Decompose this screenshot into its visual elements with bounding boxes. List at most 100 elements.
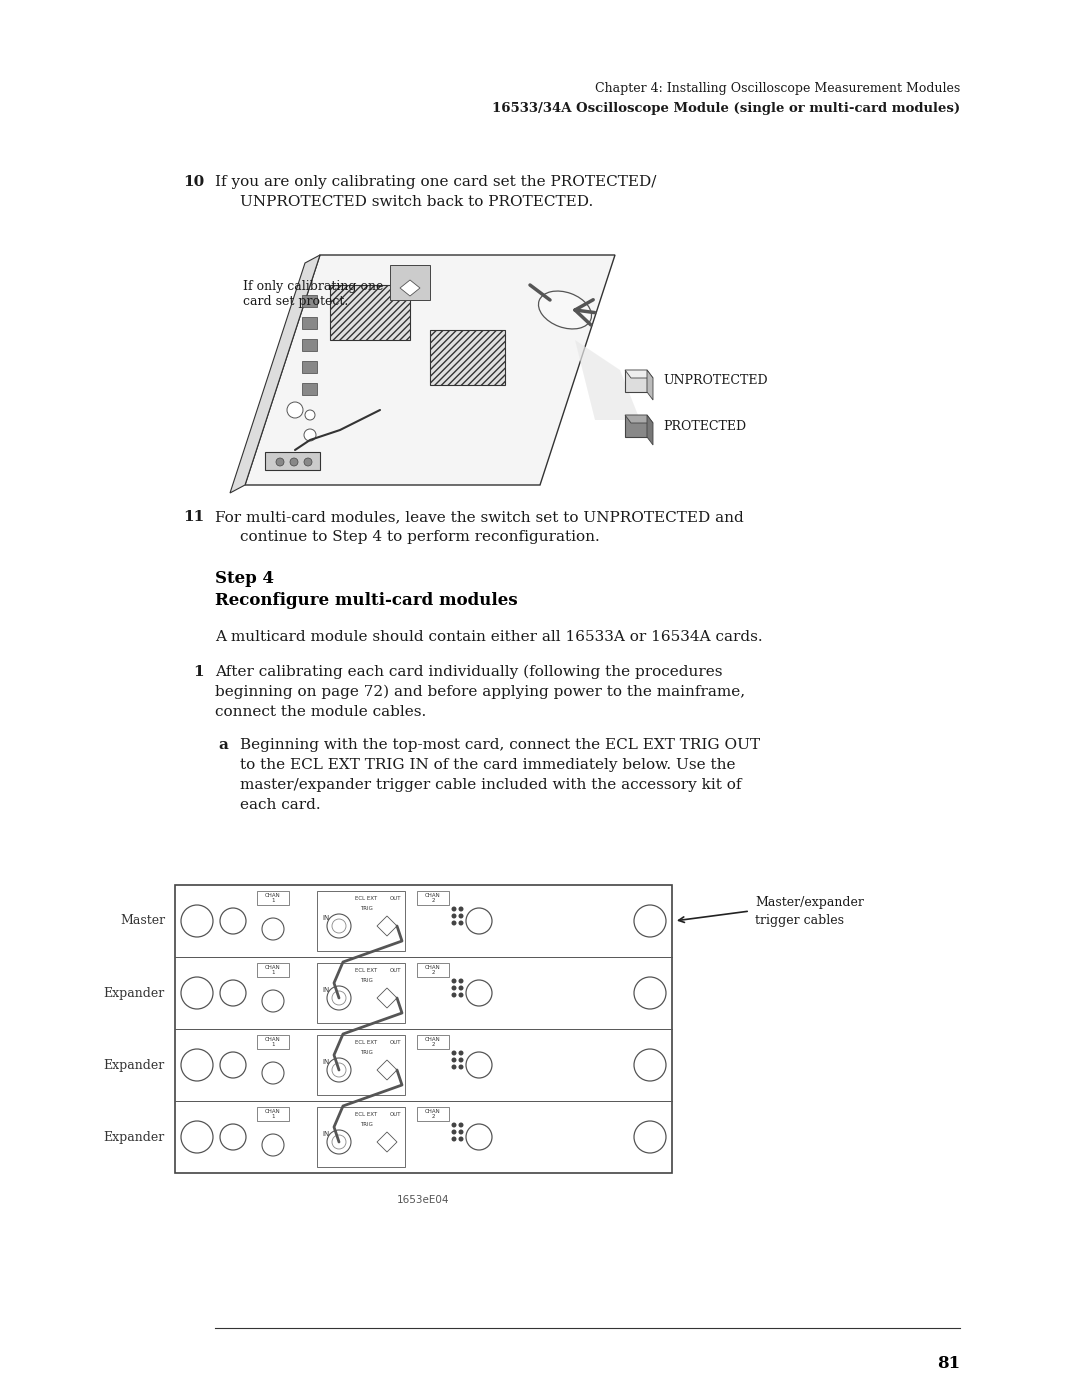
Circle shape <box>262 1134 284 1155</box>
Text: IN: IN <box>322 1132 329 1137</box>
Circle shape <box>465 981 492 1006</box>
Circle shape <box>181 1049 213 1081</box>
Text: OUT: OUT <box>389 1041 401 1045</box>
Text: CHAN
1: CHAN 1 <box>265 1109 281 1119</box>
Circle shape <box>465 1052 492 1078</box>
Text: ECL EXT: ECL EXT <box>355 1112 377 1118</box>
Text: IN: IN <box>322 1059 329 1065</box>
Polygon shape <box>377 1060 397 1080</box>
Polygon shape <box>302 317 318 330</box>
Circle shape <box>459 921 463 925</box>
Circle shape <box>459 914 463 918</box>
Polygon shape <box>377 988 397 1009</box>
Polygon shape <box>647 415 653 446</box>
Circle shape <box>634 977 666 1009</box>
Bar <box>257 1106 289 1120</box>
Circle shape <box>459 978 463 983</box>
Circle shape <box>451 1137 457 1141</box>
Circle shape <box>451 914 457 918</box>
Polygon shape <box>647 370 653 400</box>
Text: continue to Step 4 to perform reconfiguration.: continue to Step 4 to perform reconfigur… <box>240 529 599 543</box>
Circle shape <box>465 908 492 935</box>
Text: Expander: Expander <box>104 986 165 999</box>
Circle shape <box>451 1123 457 1127</box>
Bar <box>417 1106 449 1120</box>
Circle shape <box>451 1065 457 1070</box>
Text: 1: 1 <box>193 665 204 679</box>
Circle shape <box>287 402 303 418</box>
Text: TRIG: TRIG <box>360 978 373 983</box>
Polygon shape <box>377 916 397 936</box>
Circle shape <box>459 1051 463 1056</box>
Circle shape <box>451 1051 457 1056</box>
Text: CHAN
1: CHAN 1 <box>265 964 281 975</box>
Circle shape <box>459 1130 463 1134</box>
Text: TRIG: TRIG <box>360 1123 373 1127</box>
Polygon shape <box>377 1132 397 1153</box>
Circle shape <box>465 1125 492 1150</box>
Circle shape <box>291 458 298 467</box>
Bar <box>257 891 289 905</box>
Circle shape <box>459 907 463 911</box>
Text: TRIG: TRIG <box>360 907 373 911</box>
Circle shape <box>634 905 666 937</box>
Text: ECL EXT: ECL EXT <box>355 897 377 901</box>
Text: CHAN
2: CHAN 2 <box>426 1109 441 1119</box>
Circle shape <box>332 990 346 1004</box>
Circle shape <box>220 1125 246 1150</box>
Bar <box>257 1035 289 1049</box>
Circle shape <box>262 1062 284 1084</box>
Circle shape <box>451 985 457 990</box>
Bar <box>257 963 289 977</box>
Circle shape <box>181 1120 213 1153</box>
Bar <box>390 265 430 300</box>
Polygon shape <box>302 295 318 307</box>
Text: 10: 10 <box>183 175 204 189</box>
Text: CHAN
1: CHAN 1 <box>265 893 281 904</box>
Circle shape <box>451 978 457 983</box>
Bar <box>175 886 672 1173</box>
Text: 81: 81 <box>936 1355 960 1372</box>
Text: A multicard module should contain either all 16533A or 16534A cards.: A multicard module should contain either… <box>215 630 762 644</box>
Text: OUT: OUT <box>389 968 401 974</box>
Circle shape <box>332 919 346 933</box>
Circle shape <box>305 409 315 420</box>
Text: master/expander trigger cable included with the accessory kit of: master/expander trigger cable included w… <box>240 778 742 792</box>
Polygon shape <box>575 339 640 420</box>
Polygon shape <box>302 383 318 395</box>
Text: OUT: OUT <box>389 897 401 901</box>
Text: After calibrating each card individually (following the procedures: After calibrating each card individually… <box>215 665 723 679</box>
Circle shape <box>634 1049 666 1081</box>
Text: Reconfigure multi-card modules: Reconfigure multi-card modules <box>215 592 517 609</box>
Text: For multi-card modules, leave the switch set to UNPROTECTED and: For multi-card modules, leave the switch… <box>215 510 744 524</box>
Bar <box>265 453 320 469</box>
Circle shape <box>181 977 213 1009</box>
Circle shape <box>451 921 457 925</box>
Text: OUT: OUT <box>389 1112 401 1118</box>
Circle shape <box>220 908 246 935</box>
Circle shape <box>327 914 351 937</box>
Text: If you are only calibrating one card set the PROTECTED/: If you are only calibrating one card set… <box>215 175 657 189</box>
Text: CHAN
2: CHAN 2 <box>426 964 441 975</box>
Text: IN: IN <box>322 915 329 921</box>
Bar <box>330 285 410 339</box>
Polygon shape <box>400 279 420 296</box>
Circle shape <box>459 992 463 997</box>
Ellipse shape <box>539 291 592 328</box>
Text: CHAN
2: CHAN 2 <box>426 893 441 904</box>
Text: Expander: Expander <box>104 1059 165 1071</box>
Circle shape <box>459 1058 463 1063</box>
Text: each card.: each card. <box>240 798 321 812</box>
Text: to the ECL EXT TRIG IN of the card immediately below. Use the: to the ECL EXT TRIG IN of the card immed… <box>240 759 735 773</box>
Text: trigger cables: trigger cables <box>755 914 843 928</box>
Text: Chapter 4: Installing Oscilloscope Measurement Modules: Chapter 4: Installing Oscilloscope Measu… <box>595 82 960 95</box>
Circle shape <box>459 1137 463 1141</box>
Text: a: a <box>218 738 228 752</box>
Text: 1653eE04: 1653eE04 <box>397 1194 449 1206</box>
Circle shape <box>327 986 351 1010</box>
Bar <box>318 1035 405 1095</box>
Circle shape <box>327 1130 351 1154</box>
Circle shape <box>332 1134 346 1148</box>
Text: 16533/34A Oscilloscope Module (single or multi-card modules): 16533/34A Oscilloscope Module (single or… <box>491 102 960 115</box>
Circle shape <box>459 985 463 990</box>
